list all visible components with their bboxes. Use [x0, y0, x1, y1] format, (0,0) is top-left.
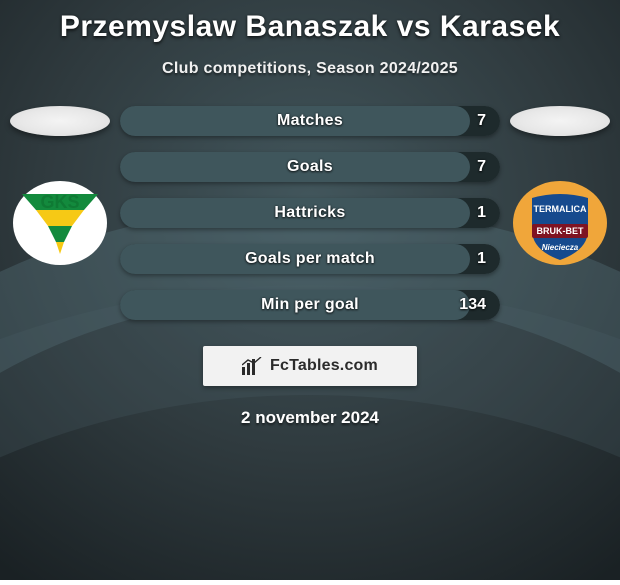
main-row: GKS Matches7 Goals7 Hattricks1 Goals per ma…	[0, 106, 620, 320]
content: Przemyslaw Banaszak vs Karasek Club comp…	[0, 0, 620, 580]
right-side: TERMALICA BRUK-BET Nieciecza	[508, 106, 612, 266]
stat-row: Goals7	[120, 152, 500, 182]
page-title: Przemyslaw Banaszak vs Karasek	[0, 0, 620, 44]
stat-bar-fill	[120, 106, 470, 136]
stat-row: Goals per match1	[120, 244, 500, 274]
brand-box: FcTables.com	[203, 346, 417, 386]
svg-text:TERMALICA: TERMALICA	[534, 204, 587, 214]
brand-text: FcTables.com	[270, 357, 378, 375]
svg-text:BRUK-BET: BRUK-BET	[537, 226, 584, 236]
right-club-badge: TERMALICA BRUK-BET Nieciecza	[512, 180, 608, 266]
svg-text:Nieciecza: Nieciecza	[542, 243, 579, 252]
right-player-photo	[510, 106, 610, 136]
stat-row: Min per goal134	[120, 290, 500, 320]
left-player-photo	[10, 106, 110, 136]
left-side: GKS	[8, 106, 112, 266]
stat-row: Hattricks1	[120, 198, 500, 228]
stat-bar-fill	[120, 290, 470, 320]
barchart-icon	[242, 357, 262, 375]
date-text: 2 november 2024	[0, 408, 620, 428]
left-club-badge: GKS	[12, 180, 108, 266]
stat-bar-fill	[120, 244, 470, 274]
subtitle: Club competitions, Season 2024/2025	[0, 60, 620, 78]
stat-bar-fill	[120, 152, 470, 182]
stats-panel: Matches7 Goals7 Hattricks1 Goals per match1…	[112, 106, 508, 320]
svg-text:GKS: GKS	[40, 192, 79, 212]
stat-bar-fill	[120, 198, 470, 228]
stat-row: Matches7	[120, 106, 500, 136]
